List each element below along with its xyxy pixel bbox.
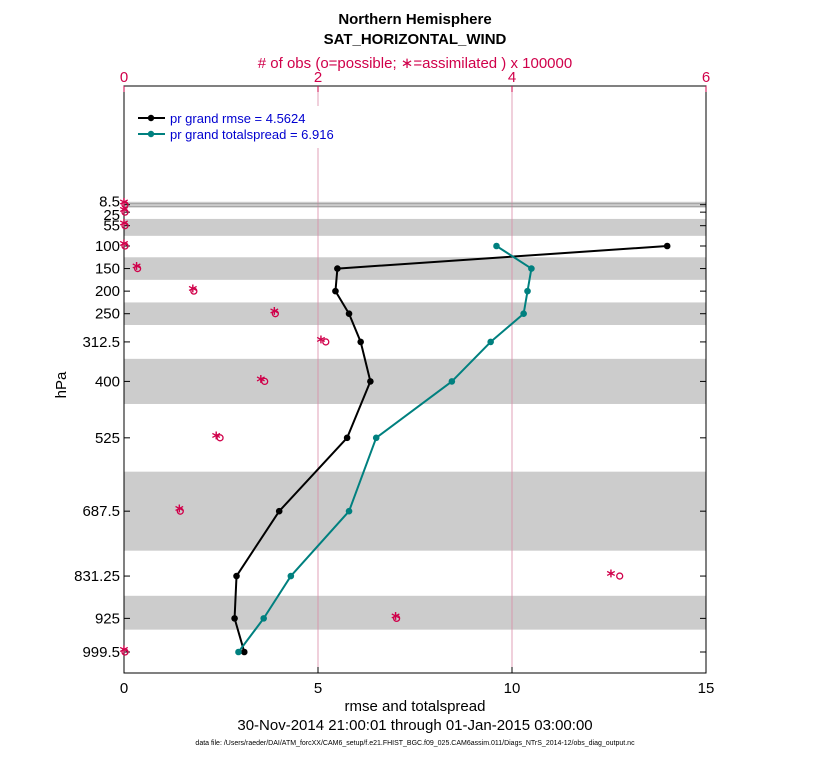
y-tick-label: 25 <box>103 207 120 224</box>
shaded-bands <box>124 201 706 630</box>
spread-point <box>487 338 494 346</box>
rmse-point <box>275 507 283 515</box>
y-tick-label: 312.5 <box>82 334 120 351</box>
shaded-band <box>124 358 706 404</box>
y-tick-label: 150 <box>95 261 120 278</box>
rmse-point <box>233 572 240 580</box>
spread-point <box>345 507 353 515</box>
rmse-point <box>334 265 341 272</box>
x-tick-label: 15 <box>698 680 715 697</box>
y-axis-label: hPa <box>53 371 70 398</box>
obs-assimilated-marker: * <box>391 609 400 629</box>
rmse-point <box>332 287 339 295</box>
y-tick-label: 55 <box>103 218 120 235</box>
top-tick-label: 2 <box>314 69 322 86</box>
obs-assimilated-marker: * <box>606 567 615 587</box>
y-tick-label: 8.5 <box>99 194 120 211</box>
y-tick-label: 525 <box>95 430 120 447</box>
obs-possible-marker <box>121 648 129 656</box>
spread-point <box>260 615 267 622</box>
shaded-band <box>124 257 706 280</box>
spread-point <box>287 572 295 580</box>
plot-frame <box>123 85 707 674</box>
x-tick-label: 5 <box>314 680 322 697</box>
obs-assimilated-marker: * <box>120 237 129 257</box>
rmse-point <box>345 310 353 318</box>
legend-rmse-marker <box>147 114 155 122</box>
obs-possible-marker <box>322 338 330 346</box>
obs-possible-marker <box>216 434 224 442</box>
obs-assimilated-marker: * <box>175 502 184 522</box>
rmse-point <box>343 434 351 442</box>
obs-possible-marker <box>616 572 624 580</box>
spread-point <box>524 287 531 295</box>
y-tick-label: 999.5 <box>82 644 120 661</box>
y-tick-label: 200 <box>95 283 120 300</box>
spread-point <box>448 378 456 385</box>
legend-rmse-label: pr grand rmse = 4.5624 <box>170 111 306 126</box>
shaded-band <box>124 302 706 325</box>
top-tick-label: 0 <box>120 69 128 86</box>
legend: pr grand rmse = 4.5624 pr grand totalspr… <box>131 106 359 148</box>
obs-assimilated-marker: * <box>212 429 221 449</box>
obs-count-markers: ************** <box>120 196 624 663</box>
obs-assimilated-marker: * <box>120 203 129 223</box>
y-tick-label: 831.25 <box>74 568 120 585</box>
obs-assimilated-marker: * <box>120 217 129 237</box>
y-tick-label: 100 <box>95 238 120 255</box>
rmse-point <box>663 242 671 250</box>
spread-point <box>235 648 242 656</box>
top-axis-label: # of obs (o=possible; ∗=assimilated ) x … <box>258 55 572 72</box>
obs-possible-marker <box>121 242 129 250</box>
chart-title: Northern Hemisphere <box>338 11 491 28</box>
obs-possible-marker <box>190 287 198 295</box>
axes: 0 5 10 150 2 4 68.52555100150200250312.5400525… <box>74 69 714 697</box>
obs-possible-marker <box>121 201 129 209</box>
rmse-point <box>367 378 374 385</box>
y-tick-label: 687.5 <box>82 503 120 520</box>
y-tick-label: 400 <box>95 373 120 390</box>
spread-point <box>520 310 527 318</box>
y-tick-label: 250 <box>95 306 120 323</box>
obs-assimilated-marker: * <box>256 372 265 392</box>
series-layer <box>231 242 671 656</box>
obs-possible-marker <box>133 264 142 273</box>
legend-spread-marker <box>147 130 155 138</box>
rmse-point <box>240 648 248 656</box>
obs-assimilated-marker: * <box>188 282 197 302</box>
obs-possible-marker <box>176 507 184 515</box>
spread-point <box>372 434 380 442</box>
data-file-footer: data file: /Users/raeder/DAI/ATM_forcXX/… <box>195 740 635 747</box>
obs-assimilated-marker: * <box>120 196 129 216</box>
obs-possible-marker <box>271 310 280 318</box>
legend-box <box>131 106 359 148</box>
spread-point <box>493 242 500 250</box>
chart-subtitle: SAT_HORIZONTAL_WIND <box>324 31 507 48</box>
x-tick-label: 10 <box>504 680 521 697</box>
rmse-point <box>231 615 238 622</box>
obs-assimilated-marker: * <box>270 305 279 325</box>
x-axis-label: rmse and totalspread <box>345 698 486 715</box>
x-tick-label: 0 <box>120 680 128 697</box>
top-tick-label: 4 <box>508 69 516 86</box>
grid-lines <box>124 86 706 673</box>
shaded-band <box>124 471 706 551</box>
obs-possible-marker <box>261 377 269 386</box>
y-tick-label: 925 <box>95 610 120 627</box>
rmse-point <box>357 338 364 346</box>
shaded-band <box>124 201 706 208</box>
top-tick-label: 6 <box>702 69 710 86</box>
legend-spread-label: pr grand totalspread = 6.916 <box>170 127 334 142</box>
date-range: 30-Nov-2014 21:00:01 through 01-Jan-2015… <box>237 717 592 734</box>
obs-possible-marker <box>392 614 401 623</box>
spread-point <box>528 265 535 272</box>
shaded-band <box>124 218 706 236</box>
obs-possible-marker <box>121 208 129 216</box>
obs-possible-marker <box>121 222 129 230</box>
shaded-band <box>124 595 706 630</box>
obs-assimilated-marker: * <box>132 260 141 280</box>
obs-assimilated-marker: * <box>120 643 129 663</box>
obs-assimilated-marker: * <box>316 333 325 353</box>
